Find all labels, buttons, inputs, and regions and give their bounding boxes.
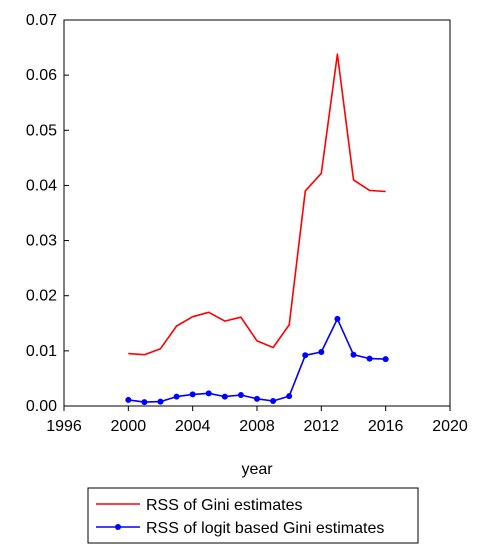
y-tick-label: 0.02	[26, 288, 57, 305]
series-point-2	[286, 393, 293, 400]
y-tick-label: 0.07	[26, 12, 57, 29]
series-point-2	[366, 355, 373, 362]
series-point-2	[254, 395, 260, 402]
series-point-2	[302, 352, 309, 359]
legend-label-2: RSS of logit based Gini estimates	[146, 520, 384, 537]
series-point-2	[237, 391, 244, 398]
x-axis-title: year	[241, 461, 273, 478]
series-point-2	[125, 396, 132, 403]
series-point-2	[382, 356, 389, 363]
series-point-2	[350, 351, 357, 358]
legend-box	[87, 487, 419, 544]
series-point-2	[189, 391, 196, 398]
x-tick-label: 2012	[304, 418, 340, 435]
y-tick-label: 0.06	[26, 67, 57, 84]
x-tick-label: 2000	[111, 418, 147, 435]
x-tick-label: 2008	[239, 418, 275, 435]
x-tick-label: 1996	[46, 418, 82, 435]
series-point-2	[173, 393, 180, 400]
y-tick-label: 0.04	[26, 177, 57, 194]
series-point-2	[205, 390, 212, 397]
legend-marker-2	[115, 524, 121, 530]
legend-label-1: RSS of Gini estimates	[146, 497, 303, 514]
x-tick-label: 2016	[368, 418, 404, 435]
legend: RSS of Gini estimates RSS of logit based …	[87, 487, 419, 544]
series-line-1	[128, 53, 386, 356]
y-tick-label: 0.00	[26, 398, 57, 415]
x-axis: 1996 2000 2004 2008 2012 2016 2020	[46, 406, 468, 435]
y-tick-label: 0.01	[26, 343, 57, 360]
y-axis: 0.00 0.01 0.02 0.03 0.04 0.05 0.06 0.07	[26, 12, 69, 415]
series-point-2	[270, 398, 277, 405]
x-tick-label: 2020	[432, 418, 468, 435]
legend-items: RSS of Gini estimates RSS of logit based …	[96, 497, 384, 537]
y-tick-label: 0.05	[26, 122, 57, 139]
series-point-2	[221, 393, 228, 400]
y-tick-label: 0.03	[26, 233, 57, 250]
series-point-2	[157, 398, 164, 405]
series-layer	[125, 53, 389, 406]
series-point-2	[318, 348, 325, 355]
plot-frame	[63, 19, 451, 407]
series-line-2	[128, 318, 386, 403]
x-tick-label: 2004	[175, 418, 211, 435]
series-point-2	[141, 399, 148, 406]
series-point-2	[334, 315, 341, 322]
